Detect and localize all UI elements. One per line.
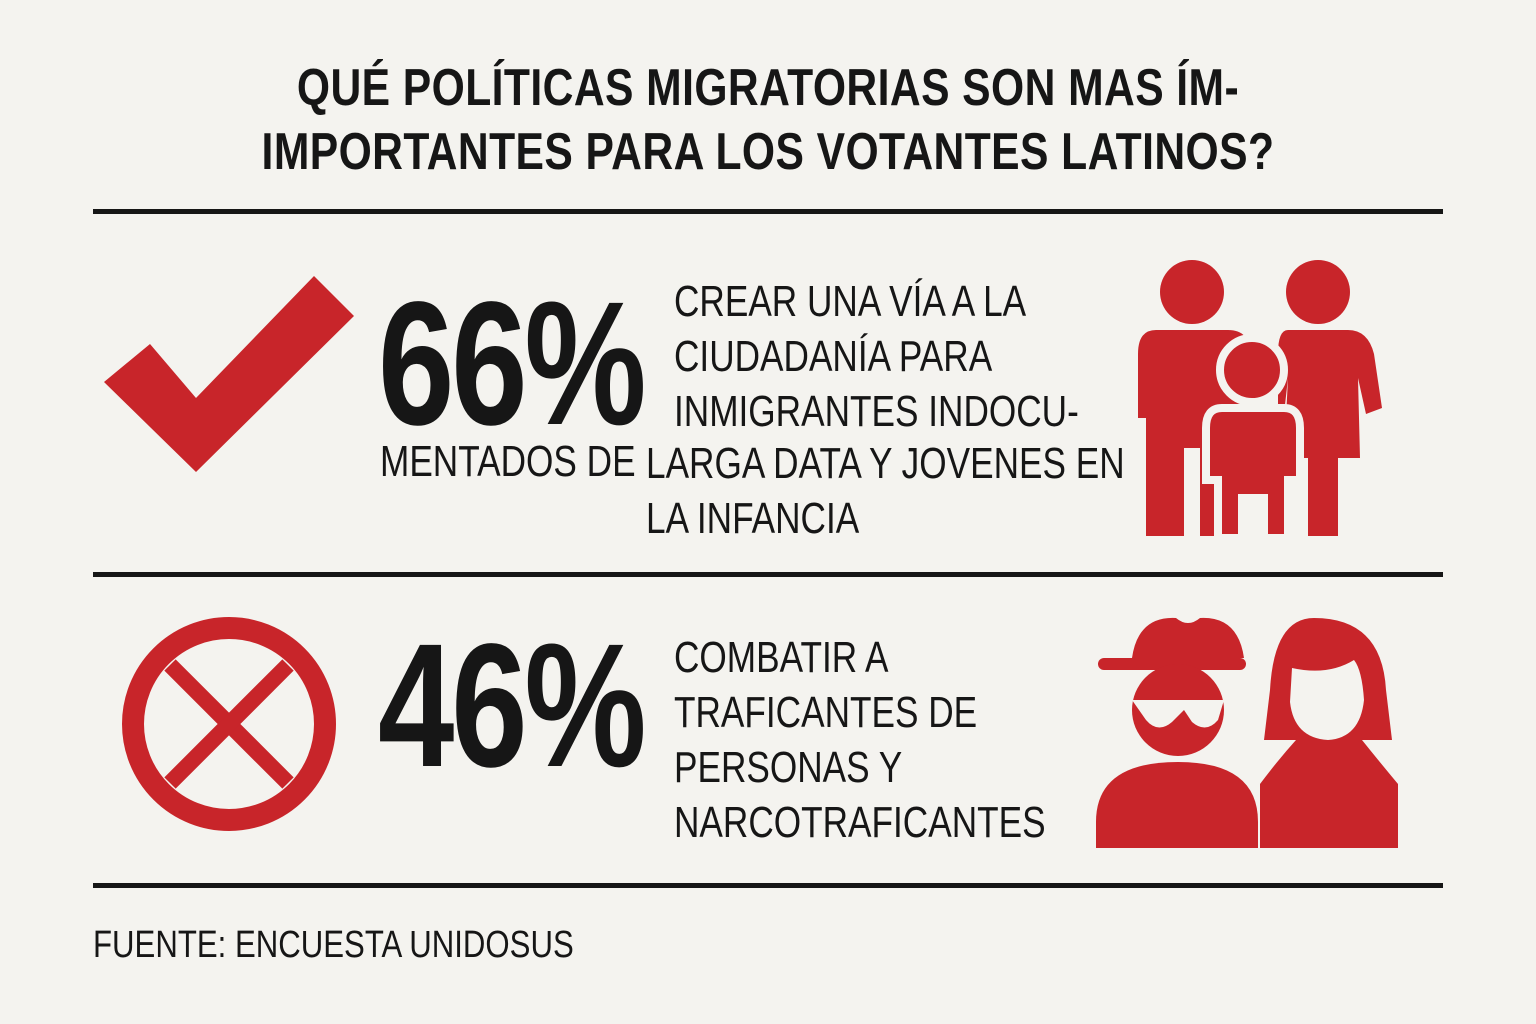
policy-1-line-3: INMIGRANTES INDOCU- [674,387,1079,436]
policy-2-line-4: NARCOTRAFICANTES [674,798,1046,847]
policy-1-line-4b: LARGA DATA Y JOVENES EN [646,439,1125,488]
prohibited-x-icon [122,617,336,831]
policy-1-text: CREAR UNA VÍA A LA CIUDADANÍA PARA INMIG… [674,274,1079,439]
divider-top [93,209,1443,214]
trafficker-and-person-icon [1096,617,1398,848]
policy-2-line-2: TRAFICANTES DE [674,688,978,737]
policy-1-line-5: LA INFANCIA [646,494,860,543]
policy-2-line-3: PERSONAS Y [674,743,903,792]
divider-middle [93,572,1443,577]
checkmark-icon [104,276,354,472]
policy-1-line-4a: MENTADOS DE [380,437,636,486]
divider-bottom [93,883,1443,888]
source-note: FUENTE: ENCUESTA UNIDOSUS [93,924,574,966]
policy-1-line-1: CREAR UNA VÍA A LA [674,277,1027,326]
percent-66: 66% [378,266,647,462]
policy-2-text: COMBATIR A TRAFICANTES DE PERSONAS Y NAR… [674,630,1046,850]
title-line-1: QUÉ POLÍTICAS MIGRATORIAS SON MAS ÍM- [296,59,1240,117]
percent-46: 46% [378,608,647,804]
title-line-2: IMPORTANTES PARA LOS VOTANTES LATINOS? [261,123,1275,181]
policy-1-line-2: CIUDADANÍA PARA [674,332,993,381]
policy-1-text-continued: LARGA DATA Y JOVENES EN LA INFANCIA [646,436,1125,546]
page-title: QUÉ POLÍTICAS MIGRATORIAS SON MAS ÍM- IM… [138,56,1398,184]
family-icon [1138,260,1382,538]
policy-2-line-1: COMBATIR A [674,633,889,682]
